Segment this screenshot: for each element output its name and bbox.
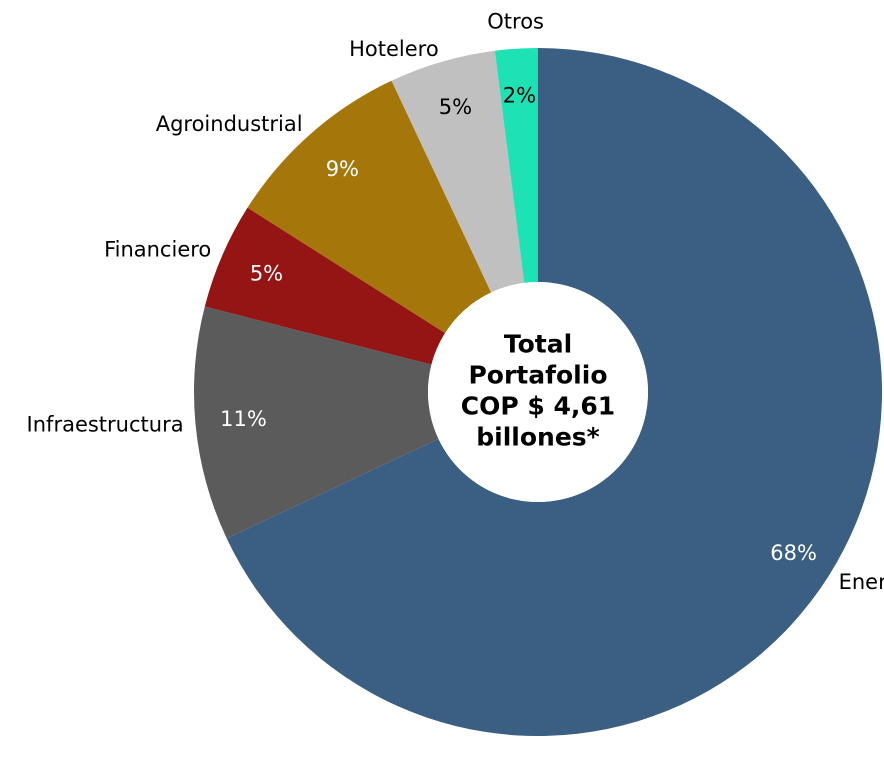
value-label: 9% xyxy=(326,157,359,181)
slice xyxy=(391,50,525,293)
center-label: Portafolio xyxy=(468,361,607,390)
center-hole xyxy=(428,282,648,502)
center-label: Total xyxy=(504,330,572,359)
slice xyxy=(226,48,882,736)
slice xyxy=(494,48,538,283)
value-label: 68% xyxy=(770,541,817,565)
value-label: 5% xyxy=(439,95,472,119)
category-label: Financiero xyxy=(104,238,211,262)
category-label: Energía, y Gas xyxy=(839,570,884,594)
center-label: billones* xyxy=(476,423,600,452)
category-label: Infraestructura xyxy=(27,413,184,437)
slice xyxy=(204,207,446,365)
category-label: Hotelero xyxy=(349,37,439,61)
category-label: Otros xyxy=(487,10,544,34)
slice xyxy=(247,80,492,334)
value-label: 2% xyxy=(503,84,536,108)
value-label: 11% xyxy=(220,407,267,431)
center-label: COP $ 4,61 xyxy=(461,392,615,421)
value-label: 5% xyxy=(250,262,283,286)
category-label: Agroindustrial xyxy=(156,112,303,136)
slice xyxy=(193,306,439,539)
